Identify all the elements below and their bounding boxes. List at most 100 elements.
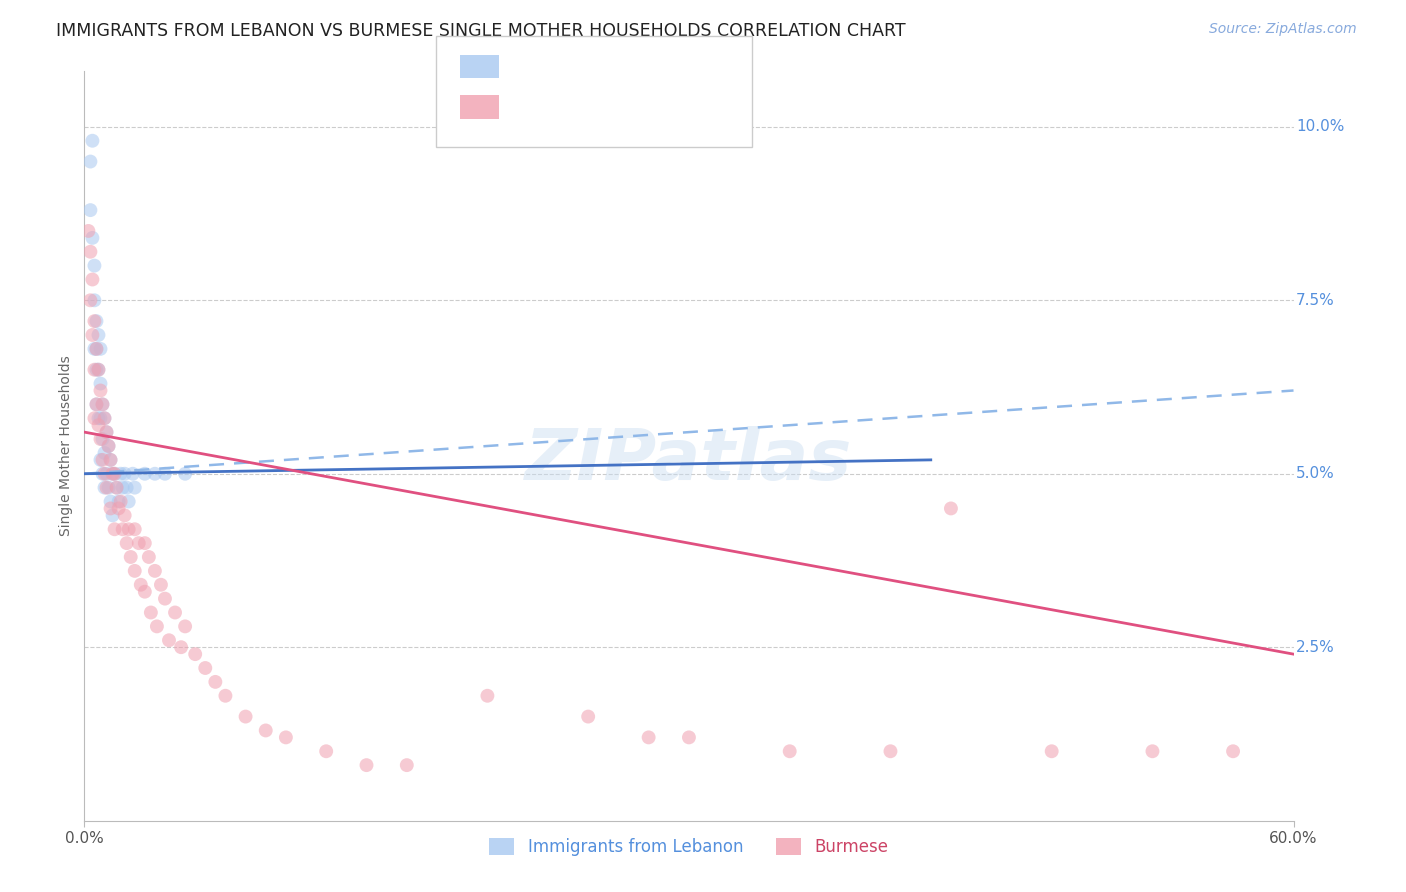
Point	[96, 481, 118, 495]
Text: 46: 46	[640, 58, 665, 76]
Point	[96, 425, 118, 439]
Point	[134, 584, 156, 599]
Point	[184, 647, 207, 661]
Point	[86, 362, 108, 376]
Point	[110, 467, 132, 481]
Point	[100, 501, 122, 516]
Text: ZIPatlas: ZIPatlas	[526, 426, 852, 495]
Point	[254, 723, 277, 738]
Point	[93, 481, 115, 495]
Point	[79, 154, 101, 169]
Text: Source: ZipAtlas.com: Source: ZipAtlas.com	[1209, 22, 1357, 37]
Point	[87, 418, 110, 433]
Point	[86, 397, 108, 411]
Text: N =: N =	[600, 58, 652, 76]
Point	[79, 293, 101, 308]
Point	[174, 619, 197, 633]
Point	[194, 661, 217, 675]
Point	[114, 508, 136, 523]
Point	[124, 481, 146, 495]
Point	[86, 342, 108, 356]
Point	[114, 467, 136, 481]
Text: 70: 70	[640, 98, 665, 116]
Point	[214, 689, 236, 703]
Point	[138, 549, 160, 564]
Point	[939, 501, 962, 516]
Text: 10.0%: 10.0%	[1296, 120, 1344, 135]
Text: R =: R =	[513, 98, 553, 116]
Point	[97, 439, 120, 453]
Point	[134, 467, 156, 481]
Point	[124, 564, 146, 578]
Point	[477, 689, 499, 703]
Point	[93, 411, 115, 425]
Point	[100, 453, 122, 467]
Point	[79, 203, 101, 218]
Point	[82, 231, 104, 245]
Point	[1142, 744, 1164, 758]
Point	[143, 467, 166, 481]
Point	[89, 376, 111, 391]
Point	[82, 134, 104, 148]
Text: 7.5%: 7.5%	[1296, 293, 1334, 308]
Point	[134, 536, 156, 550]
Point	[97, 439, 120, 453]
Point	[89, 453, 111, 467]
Point	[1040, 744, 1063, 758]
Point	[97, 481, 120, 495]
Legend: Immigrants from Lebanon, Burmese: Immigrants from Lebanon, Burmese	[481, 830, 897, 864]
Point	[83, 314, 105, 328]
Point	[83, 342, 105, 356]
Point	[143, 564, 166, 578]
Point	[120, 549, 142, 564]
Point	[111, 522, 134, 536]
Point	[91, 397, 114, 411]
Point	[105, 481, 128, 495]
Point	[235, 709, 257, 723]
Point	[637, 731, 659, 745]
Point	[87, 328, 110, 343]
Point	[356, 758, 378, 772]
Point	[77, 224, 100, 238]
Point	[105, 481, 128, 495]
Point	[86, 342, 108, 356]
Point	[165, 606, 187, 620]
Point	[115, 481, 138, 495]
Point	[96, 467, 118, 481]
Point	[89, 342, 111, 356]
Point	[87, 362, 110, 376]
Point	[153, 467, 176, 481]
Point	[83, 259, 105, 273]
Point	[104, 467, 127, 481]
Point	[79, 244, 101, 259]
Point	[101, 467, 124, 481]
Point	[115, 536, 138, 550]
Point	[91, 453, 114, 467]
Point	[118, 522, 141, 536]
Point	[879, 744, 901, 758]
Point	[779, 744, 801, 758]
Point	[315, 744, 337, 758]
Text: N =: N =	[600, 98, 652, 116]
Point	[93, 411, 115, 425]
Point	[82, 328, 104, 343]
Point	[91, 467, 114, 481]
Point	[87, 362, 110, 376]
Point	[83, 293, 105, 308]
Point	[149, 578, 172, 592]
Point	[89, 384, 111, 398]
Point	[101, 508, 124, 523]
Text: IMMIGRANTS FROM LEBANON VS BURMESE SINGLE MOTHER HOUSEHOLDS CORRELATION CHART: IMMIGRANTS FROM LEBANON VS BURMESE SINGL…	[56, 22, 905, 40]
Point	[83, 362, 105, 376]
Text: R =: R =	[513, 58, 558, 76]
Point	[170, 640, 193, 655]
Point	[86, 314, 108, 328]
Point	[110, 494, 132, 508]
Point	[157, 633, 180, 648]
Point	[91, 397, 114, 411]
Point	[128, 536, 150, 550]
Y-axis label: Single Mother Households: Single Mother Households	[59, 356, 73, 536]
Point	[101, 467, 124, 481]
Point	[100, 453, 122, 467]
Point	[82, 272, 104, 286]
